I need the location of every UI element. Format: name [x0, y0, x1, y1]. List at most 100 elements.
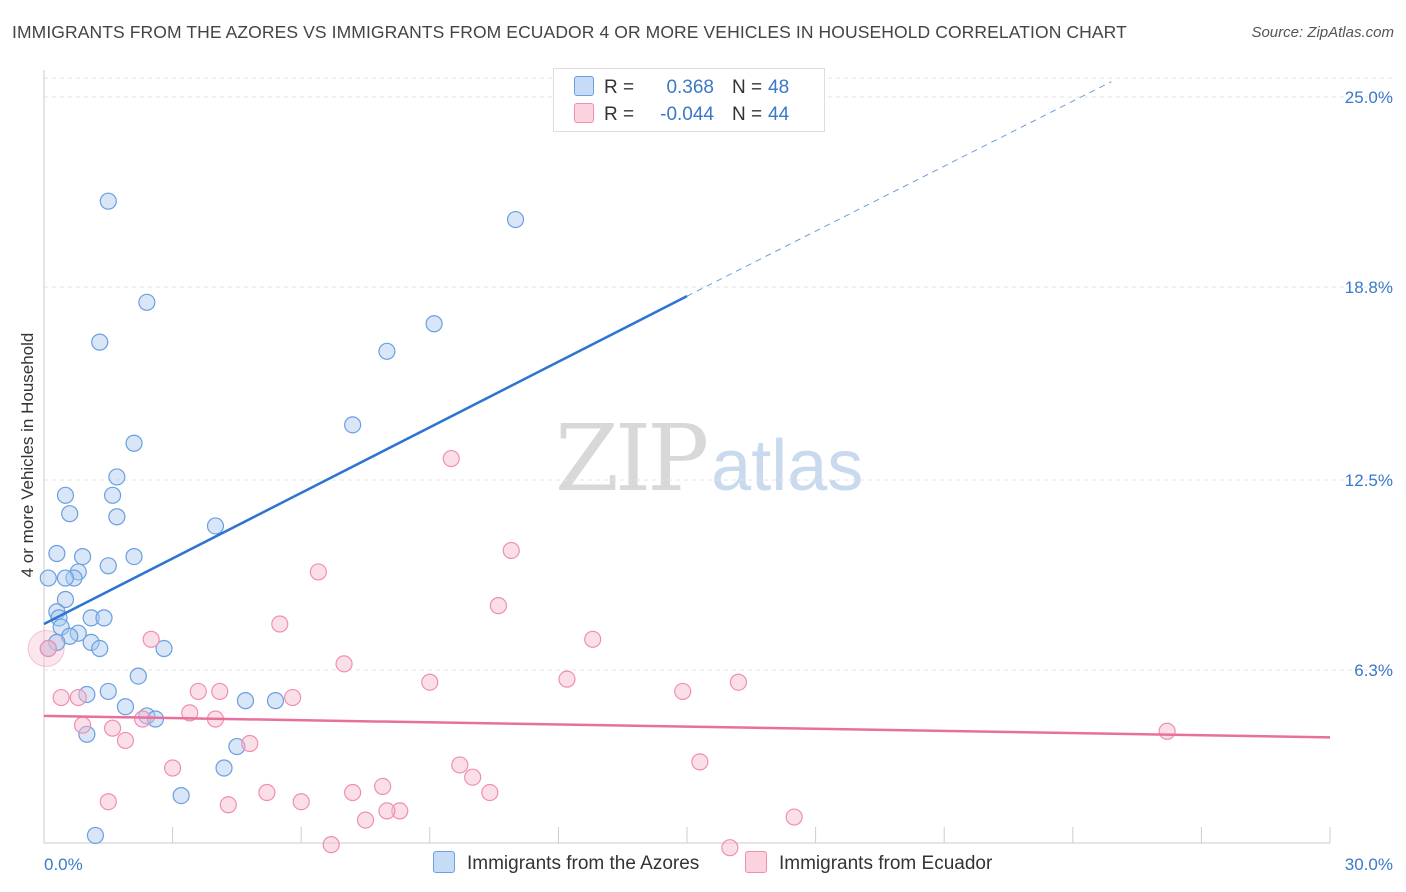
scatter-point-ecuador — [489, 597, 507, 615]
trendline-azores-extension — [686, 81, 1112, 297]
scatter-point-azores — [172, 786, 190, 805]
trendline-ecuador — [43, 714, 1331, 739]
scatter-point-azores — [108, 468, 126, 486]
scatter-point-azores — [39, 569, 57, 587]
scatter-point-ecuador — [189, 682, 207, 701]
scatter-point-ecuador — [219, 796, 237, 814]
scatter-point-azores — [108, 508, 126, 526]
scatter-point-ecuador — [442, 449, 460, 468]
scatter-point-ecuador — [374, 777, 392, 796]
scatter-point-azores — [344, 416, 362, 434]
scatter-point-azores — [91, 333, 109, 351]
scatter-point-azores — [95, 609, 113, 627]
x-tick-label: 30.0% — [1345, 855, 1393, 874]
scatter-point-azores — [125, 547, 143, 566]
scatter-point-azores — [206, 517, 225, 535]
bottom-legend-swatch-ecuador — [745, 851, 767, 873]
scatter-point-azores — [82, 609, 100, 627]
scatter-point-azores — [266, 692, 285, 710]
scatter-point-azores — [125, 434, 143, 452]
scatter-point-ecuador — [729, 673, 748, 691]
scatter-point-ecuador — [181, 704, 199, 722]
correlation-legend: R = 0.368 N = 48 R = -0.044 N = 44 — [553, 68, 825, 132]
scatter-point-azores — [378, 342, 396, 360]
scatter-point-ecuador — [258, 783, 276, 802]
bottom-legend-swatch-azores — [433, 851, 455, 873]
scatter-point-ecuador — [103, 719, 122, 737]
scatter-point-azores — [103, 486, 122, 504]
legend-n-label: N = — [732, 104, 763, 125]
scatter-point-ecuador — [391, 802, 409, 820]
scatter-point-azores — [61, 505, 79, 523]
scatter-point-azores — [56, 590, 75, 609]
legend-n-value: 48 — [768, 77, 790, 98]
legend-r-value: -0.044 — [660, 104, 714, 125]
scatter-point-azores — [82, 633, 100, 651]
scatter-point-ecuador — [464, 768, 482, 786]
scatter-point-ecuador — [344, 783, 362, 802]
scatter-point-ecuador — [142, 630, 160, 648]
scatter-point-azores — [506, 210, 525, 229]
watermark-atlas: atlas — [711, 426, 864, 506]
scatter-point-ecuador — [164, 759, 182, 777]
scatter-point-ecuador — [322, 836, 340, 854]
scatter-point-ecuador — [558, 670, 576, 688]
bottom-legend-ecuador: Immigrants from Ecuador — [745, 851, 992, 875]
scatter-point-ecuador — [451, 756, 469, 774]
scatter-point-ecuador — [292, 793, 310, 811]
scatter-point-ecuador — [691, 753, 709, 771]
scatter-point-ecuador — [241, 734, 259, 753]
chart-title: IMMIGRANTS FROM THE AZORES VS IMMIGRANTS… — [12, 22, 1127, 42]
scatter-point-ecuador — [584, 630, 602, 648]
scatter-point-ecuador — [309, 563, 327, 581]
y-tick-label: 18.8% — [1345, 278, 1393, 297]
scatter-point-ecuador — [284, 688, 302, 707]
scatter-point-azores — [91, 639, 109, 658]
watermark: ZIPatlas — [555, 405, 863, 512]
scatter-point-ecuador — [211, 682, 229, 701]
scatter-point-ecuador — [378, 802, 396, 820]
scatter-point-azores — [73, 547, 92, 566]
scatter-point-azores — [78, 725, 96, 743]
scatter-point-ecuador — [52, 688, 70, 707]
bottom-legend-azores: Immigrants from the Azores — [433, 851, 699, 875]
legend-row-ecuador: R = -0.044 N = 44 — [574, 103, 789, 126]
scatter-point-azores — [99, 192, 117, 210]
scatter-point-ecuador — [674, 682, 692, 701]
legend-r-label: R = — [604, 104, 635, 125]
scatter-point-azores — [48, 544, 66, 563]
scatter-point-azores — [48, 633, 66, 651]
scatter-point-ecuador — [1158, 722, 1176, 740]
scatter-point-ecuador — [356, 811, 375, 829]
y-tick-label: 25.0% — [1345, 88, 1393, 107]
x-tick-label: 0.0% — [44, 855, 83, 874]
legend-r-value: 0.368 — [666, 77, 714, 98]
scatter-point-azores — [99, 682, 117, 701]
scatter-point-ecuador — [99, 793, 117, 811]
source-label: Source: ZipAtlas.com — [1251, 24, 1394, 41]
legend-row-azores: R = 0.368 N = 48 — [574, 76, 789, 99]
scatter-point-azores — [129, 667, 147, 685]
bottom-legend-label-azores: Immigrants from the Azores — [467, 853, 700, 874]
scatter-point-azores — [228, 737, 246, 756]
scatter-point-ecuador — [69, 688, 87, 707]
scatter-point-ecuador — [481, 783, 499, 802]
scatter-point-ecuador — [39, 639, 57, 658]
bottom-legend-label-ecuador: Immigrants from Ecuador — [779, 853, 993, 874]
scatter-point-azores — [236, 692, 255, 710]
trendline-azores — [43, 295, 688, 626]
scatter-point-azores — [138, 293, 156, 311]
scatter-point-ecuador — [502, 541, 520, 560]
legend-n-value: 44 — [768, 104, 790, 125]
legend-swatch-ecuador — [574, 103, 594, 123]
scatter-point-ecuador — [133, 710, 152, 728]
scatter-point-ecuador — [721, 839, 739, 857]
y-tick-label: 12.5% — [1345, 471, 1393, 490]
scatter-point-ecuador — [785, 808, 803, 826]
scatter-point-azores — [155, 639, 173, 658]
scatter-point-ecuador — [421, 673, 439, 691]
scatter-point-ecuador — [271, 615, 289, 633]
y-tick-label: 6.3% — [1354, 661, 1393, 680]
scatter-point-azores — [116, 698, 135, 716]
